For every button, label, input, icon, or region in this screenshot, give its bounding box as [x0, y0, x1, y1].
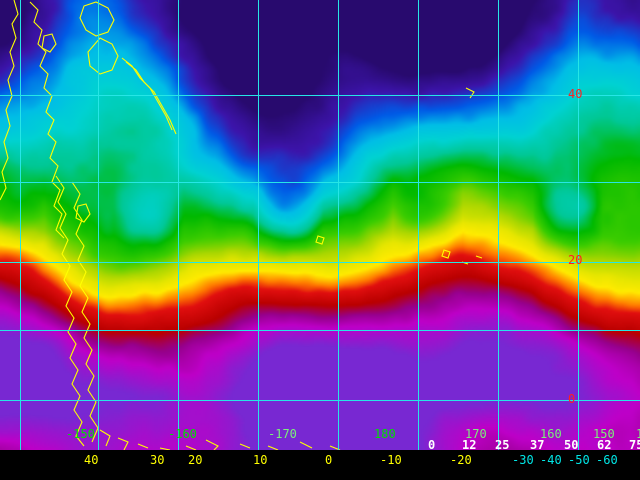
- scale-number-0: 0: [325, 453, 333, 467]
- scale-number-10: 10: [253, 453, 268, 467]
- scale-number-30: 30: [150, 453, 165, 467]
- scale-number-neg50: -50: [568, 453, 590, 467]
- scale-number-neg30: -30: [512, 453, 534, 467]
- colorbar-tick-labels: 0 12 25 37 50 62 75: [0, 439, 640, 480]
- latlon-grid-overlay: [0, 0, 640, 450]
- temperature-scale-numbers: 40 30 20 10 0 -10 -20 -30 -40 -50 -60: [0, 450, 640, 480]
- scale-number-neg40: -40: [540, 453, 562, 467]
- scale-number-neg20: -20: [450, 453, 472, 467]
- scale-number-20: 20: [188, 453, 203, 467]
- scale-number-neg60: -60: [596, 453, 618, 467]
- tpw-field-raster: [0, 0, 640, 450]
- scale-number-neg10: -10: [380, 453, 402, 467]
- scale-number-40: 40: [84, 453, 99, 467]
